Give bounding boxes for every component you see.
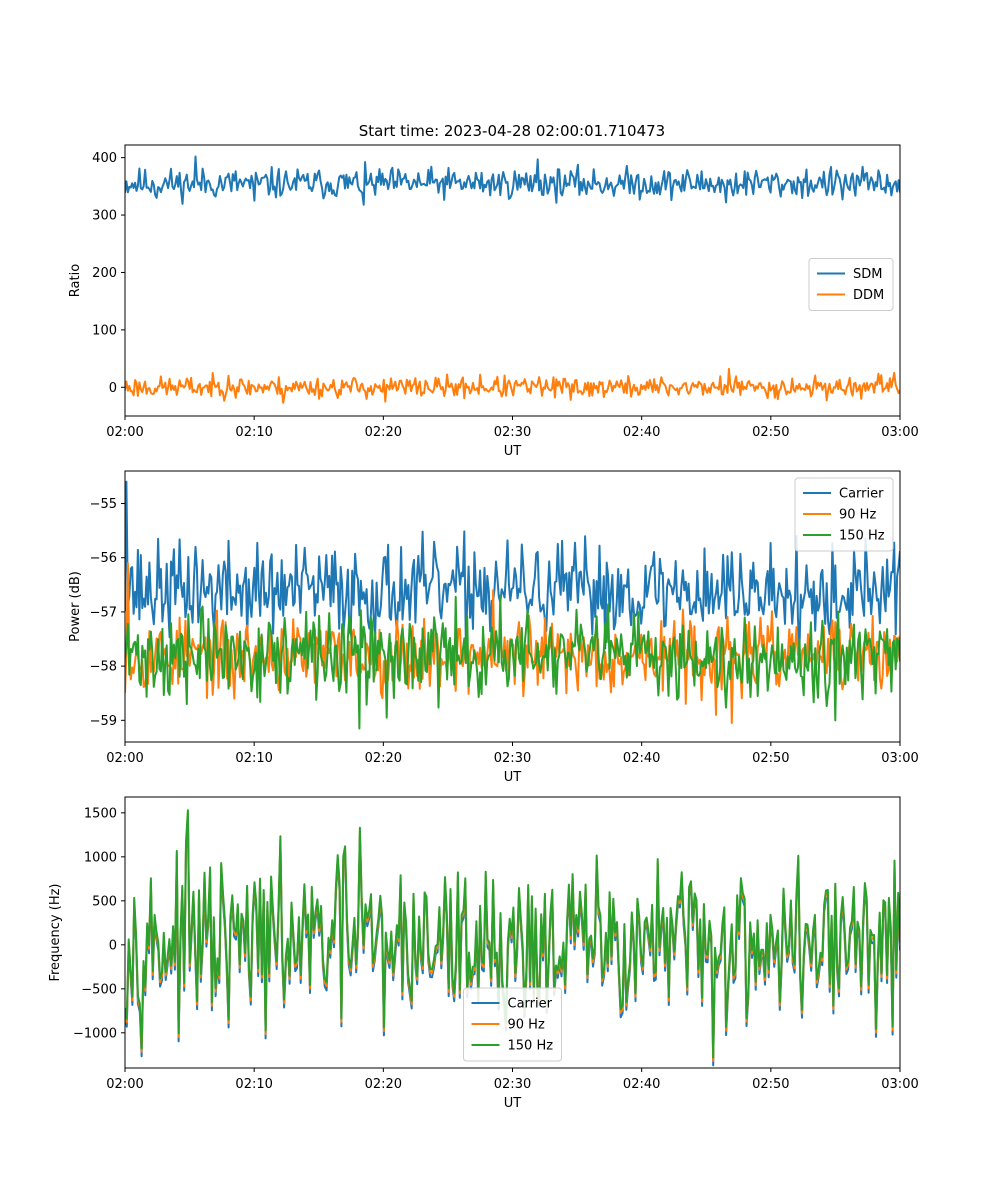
x-axis-label: UT (504, 1096, 522, 1111)
y-tick-label: −56 (90, 551, 117, 566)
x-tick-label: 03:00 (881, 1077, 918, 1092)
figure-title: Start time: 2023-04-28 02:00:01.710473 (359, 122, 665, 140)
frequency-panel: 02:00 02:10 02:20 02:30 02:40 02:50 03:00 −1000… (48, 796, 919, 1111)
x-tick-label: 02:00 (106, 1077, 143, 1092)
y-tick-label: 500 (92, 894, 117, 909)
y-tick-label: 0 (109, 938, 117, 953)
series-line-150-hz (125, 594, 900, 730)
y-tick-label: 400 (92, 151, 117, 166)
series-line-150-hz (125, 809, 900, 1059)
legend-box (463, 987, 562, 1062)
legend-box (808, 258, 894, 311)
y-tick-label: −500 (81, 982, 117, 997)
legend-box (794, 477, 894, 552)
x-tick-label: 03:00 (881, 425, 918, 440)
legend-label: 90 Hz (839, 508, 876, 523)
x-tick-label: 02:00 (106, 425, 143, 440)
legend-label: 150 Hz (508, 1039, 554, 1054)
legend-label: 90 Hz (508, 1018, 545, 1033)
x-axis-label: UT (504, 770, 522, 785)
legend-label: 150 Hz (839, 529, 885, 544)
legend-label: SDM (853, 267, 882, 282)
x-tick-label: 02:10 (235, 751, 272, 766)
x-tick-label: 02:20 (365, 751, 402, 766)
x-tick-label: 02:30 (494, 1077, 531, 1092)
y-tick-label: 1500 (84, 806, 117, 821)
legend: Carrier 90 Hz 150 Hz (794, 477, 894, 552)
series-line-carrier (125, 480, 900, 654)
x-tick-label: 02:50 (752, 751, 789, 766)
legend-label: Carrier (839, 487, 884, 502)
y-tick-label: 200 (92, 266, 117, 281)
y-tick-label: 0 (109, 381, 117, 396)
x-tick-label: 02:40 (623, 425, 660, 440)
x-tick-label: 02:00 (106, 751, 143, 766)
x-tick-label: 02:20 (365, 425, 402, 440)
x-tick-label: 02:30 (494, 751, 531, 766)
y-tick-label: −59 (90, 714, 117, 729)
y-tick-label: −58 (90, 660, 117, 675)
series-line-ddm (125, 367, 900, 404)
x-tick-label: 03:00 (881, 751, 918, 766)
power-panel: 02:00 02:10 02:20 02:30 02:40 02:50 03:00 −59 −5… (68, 470, 919, 785)
y-axis-label: Ratio (68, 264, 83, 297)
x-tick-label: 02:30 (494, 425, 531, 440)
x-tick-label: 02:50 (752, 425, 789, 440)
x-tick-label: 02:10 (235, 1077, 272, 1092)
legend: SDM DDM (808, 258, 894, 311)
x-tick-label: 02:20 (365, 1077, 402, 1092)
y-axis-label: Frequency (Hz) (48, 883, 63, 981)
legend: Carrier 90 Hz 150 Hz (463, 987, 562, 1062)
series-line-sdm (125, 155, 900, 206)
y-tick-label: 1000 (84, 850, 117, 865)
x-tick-label: 02:40 (623, 751, 660, 766)
x-tick-label: 02:40 (623, 1077, 660, 1092)
ratio-panel: 02:00 02:10 02:20 02:30 02:40 02:50 03:00 0 100 2… (68, 144, 919, 459)
legend-label: DDM (853, 288, 884, 303)
legend-label: Carrier (508, 997, 553, 1012)
y-tick-label: 300 (92, 209, 117, 224)
y-axis-label: Power (dB) (68, 571, 83, 642)
x-tick-label: 02:10 (235, 425, 272, 440)
x-tick-label: 02:50 (752, 1077, 789, 1092)
y-tick-label: −55 (90, 497, 117, 512)
y-tick-label: −1000 (73, 1026, 117, 1041)
y-tick-label: −57 (90, 605, 117, 620)
x-axis-label: UT (504, 444, 522, 459)
y-tick-label: 100 (92, 323, 117, 338)
